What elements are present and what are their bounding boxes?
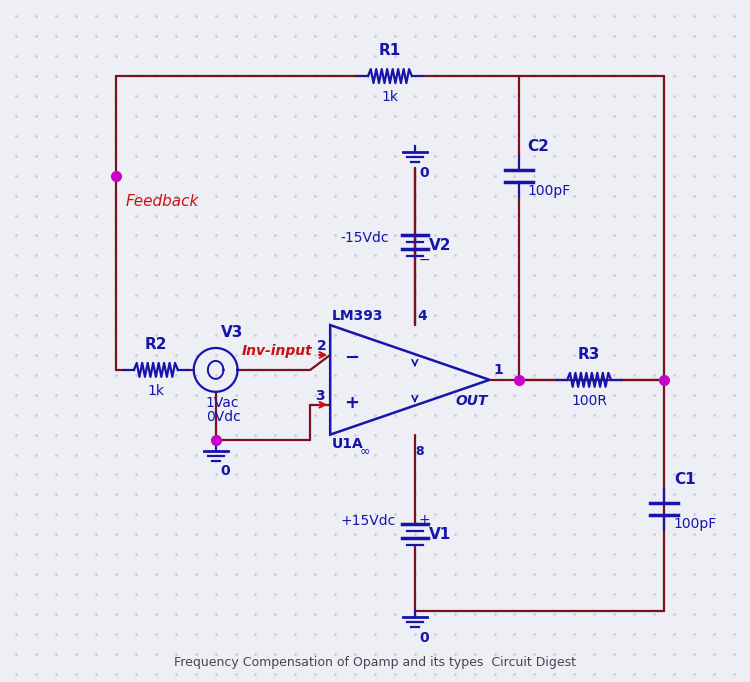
- Text: ∞: ∞: [360, 445, 370, 458]
- Text: R2: R2: [145, 337, 167, 352]
- Text: 3: 3: [316, 389, 326, 403]
- Text: −: −: [419, 531, 430, 545]
- Text: Frequency Compensation of Opamp and its types  Circuit Digest: Frequency Compensation of Opamp and its …: [174, 655, 576, 668]
- Text: V1: V1: [429, 527, 451, 542]
- Text: 1k: 1k: [148, 384, 164, 398]
- Text: U1A: U1A: [332, 436, 364, 451]
- Text: R1: R1: [379, 43, 401, 58]
- Text: 100pF: 100pF: [527, 183, 571, 198]
- Text: 8: 8: [415, 445, 424, 458]
- Text: 0: 0: [220, 464, 230, 479]
- Text: 100R: 100R: [571, 394, 607, 408]
- Text: 4: 4: [418, 309, 428, 323]
- Text: OUT: OUT: [455, 394, 488, 408]
- Text: V2: V2: [429, 238, 451, 253]
- Text: V3: V3: [220, 325, 243, 340]
- Text: +15Vdc: +15Vdc: [340, 514, 395, 529]
- Text: 100pF: 100pF: [674, 517, 717, 531]
- Text: 0: 0: [420, 166, 430, 180]
- Text: -15Vdc: -15Vdc: [340, 231, 388, 246]
- Text: 1k: 1k: [382, 90, 398, 104]
- Text: C1: C1: [674, 473, 695, 488]
- Text: +: +: [344, 394, 359, 412]
- Text: 2: 2: [316, 339, 326, 353]
- Text: R3: R3: [578, 347, 600, 362]
- Text: Inv-input: Inv-input: [242, 344, 312, 358]
- Text: 1: 1: [494, 363, 503, 377]
- Text: +: +: [419, 514, 430, 527]
- Text: Feedback: Feedback: [126, 194, 200, 209]
- Text: −: −: [344, 349, 359, 367]
- Text: 1Vac: 1Vac: [206, 396, 239, 410]
- Text: 0Vdc: 0Vdc: [206, 410, 241, 424]
- Text: 0: 0: [420, 631, 430, 644]
- Text: LM393: LM393: [332, 309, 384, 323]
- Text: −: −: [419, 252, 430, 267]
- Text: C2: C2: [527, 138, 549, 153]
